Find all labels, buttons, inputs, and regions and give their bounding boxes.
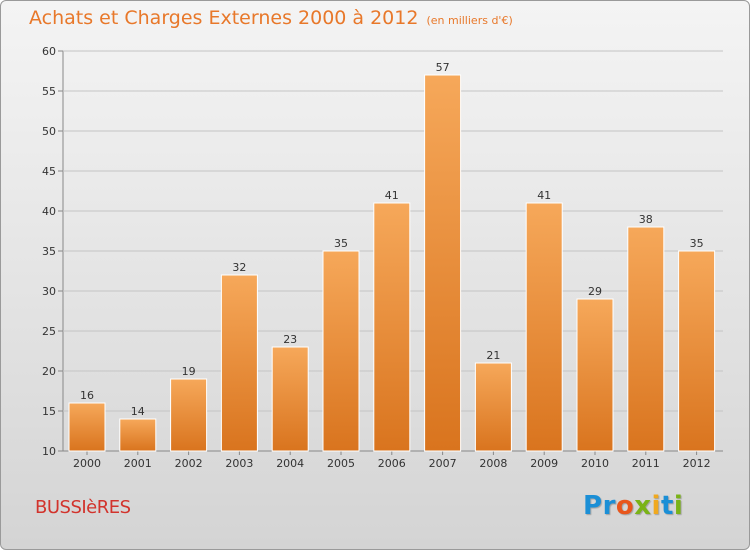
y-tick-label: 35 xyxy=(42,245,56,258)
chart-title-block: Achats et Charges Externes 2000 à 2012 (e… xyxy=(29,7,513,29)
value-label-2001: 14 xyxy=(131,405,145,418)
x-tick-label-2012: 2012 xyxy=(683,457,711,470)
x-tick-label-2002: 2002 xyxy=(175,457,203,470)
bar-2007 xyxy=(424,74,462,452)
logo-letter: o xyxy=(615,491,635,521)
bar-2009 xyxy=(525,202,563,452)
y-tick-label: 50 xyxy=(42,125,56,138)
y-tick-label: 25 xyxy=(42,325,56,338)
bar-2005 xyxy=(322,250,360,452)
proxiti-logo: Proxiti xyxy=(583,491,683,521)
value-label-2008: 21 xyxy=(486,349,500,362)
bar-2011 xyxy=(627,226,665,452)
value-label-2007: 57 xyxy=(436,61,450,74)
y-tick-label: 60 xyxy=(42,45,56,58)
logo-letter: i xyxy=(651,491,661,521)
logo-letter: x xyxy=(634,491,652,521)
x-tick-label-2010: 2010 xyxy=(581,457,609,470)
value-label-2012: 35 xyxy=(690,237,704,250)
bar-2010 xyxy=(576,298,614,452)
bar-2006 xyxy=(373,202,411,452)
y-tick-label: 30 xyxy=(42,285,56,298)
x-tick-label-2011: 2011 xyxy=(632,457,660,470)
bar-2002 xyxy=(170,378,208,452)
y-tick-label: 40 xyxy=(42,205,56,218)
y-tick-label: 20 xyxy=(42,365,56,378)
bar-2003 xyxy=(220,274,258,452)
value-label-2009: 41 xyxy=(537,189,551,202)
logo-letter: r xyxy=(602,491,616,521)
bars xyxy=(68,74,716,452)
value-label-2010: 29 xyxy=(588,285,602,298)
x-tick-label-2006: 2006 xyxy=(378,457,406,470)
bar-2008 xyxy=(474,362,512,452)
value-label-2002: 19 xyxy=(182,365,196,378)
x-tick-label-2008: 2008 xyxy=(479,457,507,470)
value-label-2000: 16 xyxy=(80,389,94,402)
bar-2012 xyxy=(678,250,716,452)
y-tick-label: 55 xyxy=(42,85,56,98)
chart-subtitle: (en milliers d'€) xyxy=(426,14,513,27)
bar-2000 xyxy=(68,402,106,452)
logo-letter: t xyxy=(660,491,674,521)
x-tick-label-2001: 2001 xyxy=(124,457,152,470)
logo-letter: P xyxy=(583,491,603,521)
bar-2001 xyxy=(119,418,157,452)
x-tick-label-2005: 2005 xyxy=(327,457,355,470)
chart-title: Achats et Charges Externes 2000 à 2012 xyxy=(29,7,419,29)
x-tick-label-2007: 2007 xyxy=(429,457,457,470)
value-label-2003: 32 xyxy=(232,261,246,274)
value-label-2006: 41 xyxy=(385,189,399,202)
value-label-2005: 35 xyxy=(334,237,348,250)
commune-name: BUSSIèRES xyxy=(35,497,131,518)
bar-2004 xyxy=(271,346,309,452)
x-tick-label-2000: 2000 xyxy=(73,457,101,470)
x-tick-label-2004: 2004 xyxy=(276,457,304,470)
value-label-2004: 23 xyxy=(283,333,297,346)
labels: 10 15 20 25 30 35 40 45 50 55 60 16 2000 14 2001 19 2002… xyxy=(42,45,711,470)
x-tick-label-2009: 2009 xyxy=(530,457,558,470)
y-tick-label: 10 xyxy=(42,445,56,458)
logo-letter: i xyxy=(673,491,684,521)
x-tick-label-2003: 2003 xyxy=(225,457,253,470)
value-label-2011: 38 xyxy=(639,213,653,226)
y-tick-label: 45 xyxy=(42,165,56,178)
y-tick-label: 15 xyxy=(42,405,56,418)
